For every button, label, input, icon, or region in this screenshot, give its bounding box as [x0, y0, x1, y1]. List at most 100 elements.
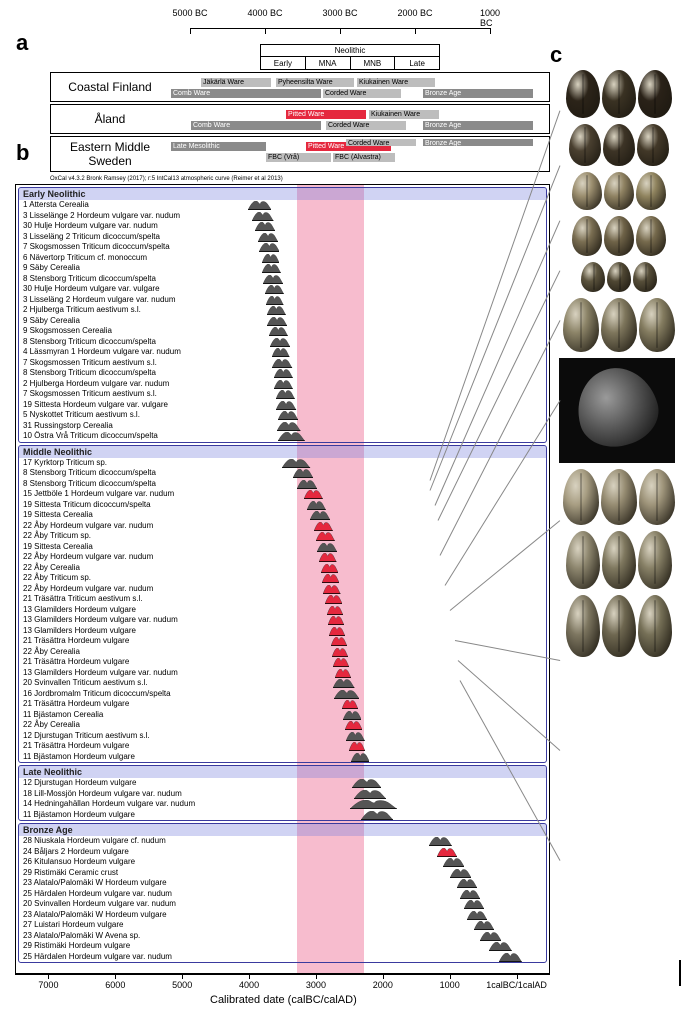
section-title: Late Neolithic — [19, 766, 546, 778]
entry-label: 23 Alatalo/Palomäki W Avena sp. — [23, 931, 140, 940]
density-curve — [480, 932, 501, 941]
density-curve — [489, 942, 512, 951]
density-curve — [361, 811, 393, 820]
date-entry: 3 Lisseläng 2 Hordeum vulgare var. nudum — [19, 295, 546, 306]
entry-label: 25 Härdalen Hordeum vulgare var. nudum — [23, 889, 172, 898]
date-entry: 3 Lisseläng 2 Triticum dicoccum/spelta — [19, 232, 546, 243]
entry-label: 11 Bjästamon Hordeum vulgare — [23, 810, 135, 819]
entry-label: 18 Lill-Mossjön Hordeum vulgare var. nud… — [23, 789, 182, 798]
date-entry: 9 Säby Cerealia — [19, 316, 546, 327]
density-curve — [297, 480, 317, 489]
top-tick-label: 1000 BC — [480, 8, 500, 28]
date-entry: 5 Nyskottet Triticum aestivum s.l. — [19, 410, 546, 421]
density-curve — [457, 879, 477, 888]
section-title: Middle Neolithic — [19, 446, 546, 458]
density-curve — [252, 212, 273, 221]
date-entry: 21 Träsättra Hordeum vulgare — [19, 699, 546, 710]
density-curve — [354, 790, 386, 799]
entry-label: 21 Träsättra Hordeum vulgare — [23, 741, 129, 750]
entry-label: 24 Båljars 2 Hordeum vulgare — [23, 847, 129, 856]
entry-label: 30 Hulje Hordeum vulgare var. vulgare — [23, 284, 160, 293]
bottom-tick-label: 6000 — [105, 980, 125, 990]
grain-photo — [572, 216, 602, 256]
density-curve — [316, 532, 335, 541]
bottom-tick-label: 1000 — [440, 980, 460, 990]
entry-label: 3 Lisseläng 2 Hordeum vulgare var. nudum — [23, 295, 176, 304]
grain-photo — [602, 595, 636, 657]
panel-label-b: b — [16, 140, 29, 166]
density-curve — [272, 348, 289, 357]
date-entry: 19 Sittesta Cerealia — [19, 510, 546, 521]
plot-section: Middle Neolithic17 Kyrktorp Triticum sp.… — [18, 445, 547, 764]
entry-label: 8 Stensborg Triticum dicoccum/spelta — [23, 337, 156, 346]
region-name: Åland — [55, 112, 165, 126]
density-curve — [248, 201, 271, 210]
bottom-tick-label: 7000 — [38, 980, 58, 990]
entry-label: 22 Åby Hordeum vulgare var. nudum — [23, 521, 153, 530]
culture-bar: Corded Ware — [346, 139, 416, 146]
date-entry: 29 Ristimäki Hordeum vulgare — [19, 941, 546, 952]
date-entry: 3 Lisselänge 2 Hordeum vulgare var. nudu… — [19, 211, 546, 222]
date-entry: 2 Hjulberga Hordeum vulgare var. nudum — [19, 379, 546, 390]
density-curve — [263, 275, 283, 284]
entry-label: 5 Nyskottet Triticum aestivum s.l. — [23, 410, 140, 419]
entry-label: 27 Luistari Hordeum vulgare — [23, 920, 124, 929]
density-curve — [467, 911, 487, 920]
entry-label: 9 Skogsmossen Cerealia — [23, 326, 112, 335]
entry-label: 22 Åby Hordeum vulgare var. nudum — [23, 584, 153, 593]
density-curve — [262, 264, 281, 273]
neolithic-sub: MNA — [306, 57, 351, 70]
entry-label: 9 Säby Cerealia — [23, 263, 80, 272]
entry-label: 22 Åby Cerealia — [23, 720, 80, 729]
entry-label: 23 Alatalo/Palomäki W Hordeum vulgare — [23, 910, 167, 919]
date-entry: 15 Jettböle 1 Hordeum vulgare var. nudum — [19, 489, 546, 500]
oxcal-citation: OxCal v4.3.2 Bronk Ramsey (2017); r:5 In… — [50, 176, 283, 182]
grain-photo — [639, 298, 675, 352]
entry-label: 25 Härdalen Hordeum vulgare var. nudum — [23, 952, 172, 961]
density-curve — [460, 890, 480, 899]
regions-panel: Neolithic EarlyMNAMNBLate Coastal Finlan… — [50, 44, 550, 172]
density-curve — [346, 732, 365, 741]
bottom-tick-label: 2000 — [373, 980, 393, 990]
density-curve — [293, 469, 313, 478]
density-curve — [317, 543, 337, 552]
region-row: Eastern Middle SwedenLate MesolithicPitt… — [50, 136, 550, 172]
entry-label: 21 Träsättra Hordeum vulgare — [23, 636, 129, 645]
neolithic-sub: MNB — [351, 57, 396, 70]
entry-label: 21 Träsättra Triticum aestivum s.l. — [23, 594, 143, 603]
density-curve — [259, 243, 280, 252]
entry-label: 7 Skogsmossen Triticum dicoccum/spelta — [23, 242, 170, 251]
density-curve — [310, 511, 330, 520]
date-entry: 29 Ristimäki Ceramic crust — [19, 868, 546, 879]
sem-micrograph — [559, 358, 675, 463]
region-name: Coastal Finland — [55, 80, 165, 94]
date-entry: 9 Skogsmossen Cerealia — [19, 326, 546, 337]
top-tick-label: 4000 BC — [247, 8, 282, 18]
density-curve — [262, 254, 279, 263]
culture-bar: Pyheensilta Ware — [276, 78, 354, 87]
date-entry: 27 Luistari Hordeum vulgare — [19, 920, 546, 931]
culture-bar: Corded Ware — [326, 121, 406, 130]
grain-photo — [603, 124, 635, 166]
entry-label: 8 Stensborg Triticum dicoccum/spelta — [23, 368, 156, 377]
density-curve — [314, 522, 333, 531]
entry-label: 3 Lisselänge 2 Hordeum vulgare var. nudu… — [23, 211, 180, 220]
date-entry: 22 Åby Cerealia — [19, 720, 546, 731]
density-curve — [331, 637, 347, 646]
date-entry: 23 Alatalo/Palomäki W Avena sp. — [19, 931, 546, 942]
density-curve — [342, 700, 358, 709]
entry-label: 3 Lisseläng 2 Triticum dicoccum/spelta — [23, 232, 160, 241]
entry-label: 7 Skogsmossen Triticum aestivum s.l. — [23, 358, 157, 367]
date-entry: 25 Härdalen Hordeum vulgare var. nudum — [19, 889, 546, 900]
entry-label: 22 Åby Triticum sp. — [23, 573, 91, 582]
culture-bar: Kiukainen Ware — [369, 110, 439, 119]
density-curve — [267, 306, 286, 315]
density-curve — [474, 921, 494, 930]
date-entry: 14 Hedningahällan Hordeum vulgare var. n… — [19, 799, 546, 810]
density-curve — [307, 501, 326, 510]
entry-label: 16 Jordbromalm Triticum dicoccum/spelta — [23, 689, 171, 698]
section-title: Early Neolithic — [19, 188, 546, 200]
bottom-tick-label: 1calBC/1calAD — [486, 980, 547, 990]
density-curve — [327, 606, 343, 615]
top-tick-label: 2000 BC — [397, 8, 432, 18]
